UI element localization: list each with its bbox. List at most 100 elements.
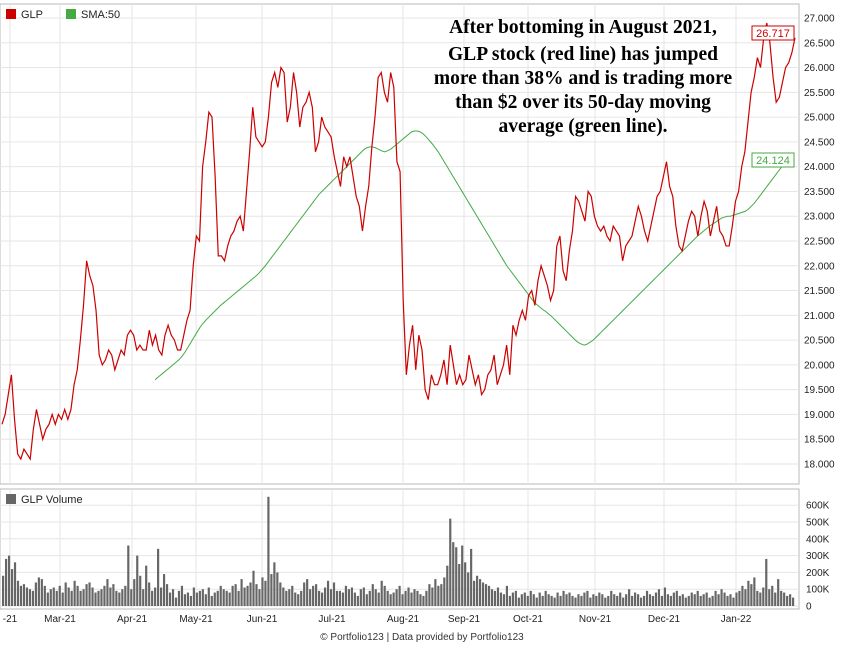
annotation-line-5: average (green line). (498, 116, 667, 137)
volume-bar (601, 594, 604, 606)
volume-bar (705, 592, 708, 606)
volume-bar (180, 585, 184, 606)
volume-bar (750, 584, 753, 606)
volume-bar (505, 585, 509, 606)
volume-bar (654, 592, 658, 606)
volume-bar (64, 582, 67, 606)
volume-bar (291, 585, 294, 606)
volume-bar (300, 590, 303, 606)
volume-bar (634, 592, 637, 606)
volume-bar (741, 585, 744, 606)
volume-bar (416, 590, 419, 606)
volume-bar (19, 585, 23, 606)
volume-bar (312, 585, 315, 606)
volume-bar (267, 496, 270, 606)
volume-bar (774, 592, 777, 606)
volume-bar (586, 590, 589, 606)
volume-bar (607, 595, 610, 606)
x-tick-layer: -21 Mar-21 Apr-21 May-21 Jun-21 Jul-21 Aug-21 S… (3, 614, 752, 625)
volume-y-tick-label: 200K (806, 568, 830, 579)
volume-bar (347, 589, 351, 606)
volume-bar (157, 548, 160, 606)
volume-bar (470, 548, 473, 606)
volume-bar (34, 582, 37, 606)
volume-bar (687, 595, 690, 606)
volume-bar (55, 590, 58, 606)
volume-bar (613, 594, 616, 606)
volume-bar (234, 584, 237, 606)
price-y-tick-label: 26.000 (804, 63, 835, 74)
volume-bar (541, 595, 544, 606)
volume-y-tick-label: 600K (806, 501, 830, 512)
price-y-tick-label: 27.000 (804, 14, 835, 25)
volume-bar (777, 579, 780, 606)
volume-bar (592, 594, 595, 606)
volume-bar (136, 555, 139, 606)
volume-bar (344, 585, 348, 606)
volume-bar (443, 577, 446, 606)
volume-bar (631, 595, 634, 606)
volume-bar (690, 592, 693, 606)
volume-bar (294, 592, 297, 606)
volume-bar (225, 590, 228, 606)
volume-bar (708, 597, 711, 606)
volume-bar (103, 585, 106, 606)
volume-bar (323, 587, 327, 606)
volume-bar (282, 587, 285, 606)
volume-bar (428, 584, 431, 606)
volume-y-tick-layer: 600K 500K 400K 300K 200K 100K 0 (806, 501, 830, 613)
volume-bar (249, 582, 252, 606)
volume-bar (419, 594, 422, 606)
volume-bar (389, 594, 392, 606)
volume-y-tick-label: 300K (806, 551, 830, 562)
volume-bar (270, 574, 273, 606)
volume-bar (133, 579, 136, 606)
volume-bar (681, 594, 684, 606)
volume-bar (407, 587, 410, 606)
volume-bar (499, 592, 503, 606)
volume-bar (162, 574, 166, 606)
volume-bar (455, 547, 458, 606)
price-y-tick-label: 25.000 (804, 113, 835, 124)
volume-bar (490, 589, 494, 606)
volume-bar (565, 594, 568, 606)
volume-bar (666, 594, 669, 606)
price-y-tick-label: 20.500 (804, 336, 835, 347)
volume-bar (723, 592, 726, 606)
volume-bar (73, 580, 76, 606)
volume-bar (198, 590, 201, 606)
volume-bar (562, 590, 565, 606)
volume-bar (514, 590, 517, 606)
volume-bar (529, 590, 532, 606)
volume-bar (240, 579, 243, 606)
volume-bar (595, 595, 598, 606)
volume-bar (780, 590, 783, 606)
volume-bar (756, 590, 759, 606)
volume-bar (568, 592, 571, 606)
volume-bar (446, 565, 449, 606)
volume-bar (383, 585, 386, 606)
volume-bar (696, 590, 699, 606)
last-sma-tag: 24.124 (751, 152, 795, 168)
volume-bar (559, 595, 562, 606)
x-tick-label: Aug-21 (387, 614, 420, 625)
volume-bar (458, 564, 461, 606)
volume-bar (508, 595, 511, 606)
volume-bar (380, 580, 383, 606)
volume-bar (97, 590, 100, 606)
volume-bar (544, 590, 547, 606)
volume-bar (61, 592, 64, 606)
volume-bar (192, 587, 195, 606)
volume-bar (91, 587, 94, 606)
x-tick-label: Jun-21 (247, 614, 278, 625)
volume-bar (115, 590, 118, 606)
volume-bar (610, 590, 613, 606)
x-tick-label: Jul-21 (318, 614, 346, 625)
volume-bar (58, 585, 61, 606)
price-y-tick-label: 19.500 (804, 385, 835, 396)
price-y-tick-label: 23.500 (804, 187, 835, 198)
volume-bar (252, 570, 255, 606)
price-legend: GLP SMA:50 (6, 9, 120, 21)
legend-volume-swatch (6, 494, 16, 504)
volume-bar (76, 585, 79, 606)
